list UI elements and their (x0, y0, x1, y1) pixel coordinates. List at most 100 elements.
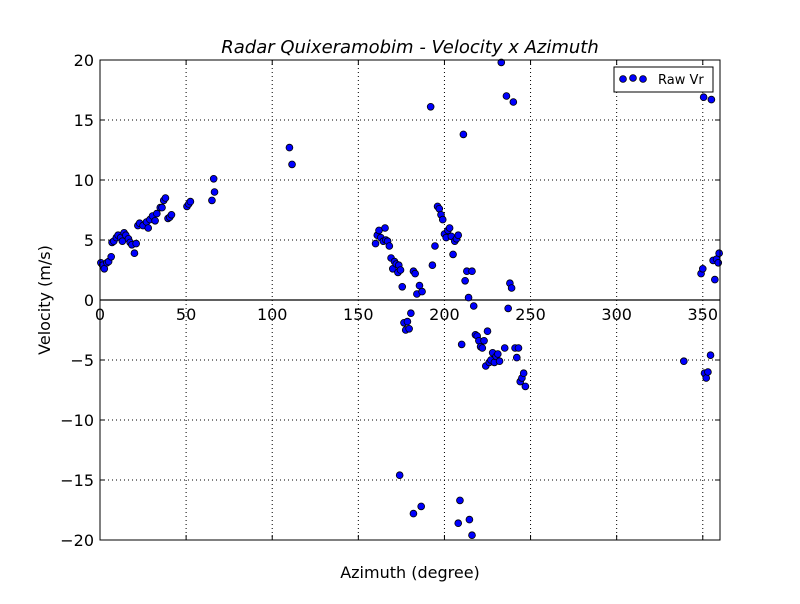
data-point (504, 304, 512, 313)
y-tick-label: 0 (84, 291, 94, 310)
legend-markers (619, 74, 647, 83)
y-tick-label: 5 (84, 231, 94, 250)
data-point (417, 502, 425, 511)
data-point (428, 261, 437, 270)
legend-label: Raw Vr (658, 73, 704, 88)
data-point (480, 336, 488, 345)
data-point (151, 217, 159, 225)
data-point (371, 239, 380, 248)
data-point (715, 249, 723, 258)
x-tick-label: 0 (95, 305, 105, 324)
data-point (500, 344, 509, 352)
x-axis-ticks: 0 50 100 150 200 250 300 350 (95, 60, 718, 540)
x-tick-label: 50 (176, 305, 196, 324)
y-tick-label: 20 (74, 51, 94, 70)
data-point (208, 196, 216, 205)
data-point (385, 242, 394, 250)
data-point (457, 340, 466, 349)
data-point (186, 197, 195, 206)
data-point (454, 231, 463, 240)
data-point (502, 92, 511, 100)
x-tick-label: 250 (515, 305, 546, 324)
data-point (107, 252, 115, 261)
data-point (288, 160, 296, 169)
x-tick-label: 200 (429, 305, 460, 324)
data-points (97, 58, 723, 539)
data-point (411, 269, 419, 278)
data-point (456, 496, 464, 505)
data-point (418, 287, 426, 296)
legend: Raw Vr (613, 66, 714, 93)
data-point (514, 344, 523, 352)
data-point (704, 368, 712, 376)
data-point (409, 509, 418, 518)
data-point (153, 209, 161, 218)
data-point (445, 224, 454, 232)
data-point (396, 266, 405, 274)
data-point (431, 242, 439, 250)
y-tick-label: 10 (74, 171, 94, 190)
data-point (454, 519, 463, 527)
y-tick-label: 15 (74, 111, 94, 130)
data-point (468, 267, 476, 276)
data-point (161, 194, 170, 202)
data-point (519, 369, 528, 378)
data-point (521, 382, 530, 391)
data-point (707, 95, 716, 104)
data-point (381, 224, 389, 232)
data-point (495, 357, 504, 366)
y-axis-label: Velocity (m/s) (35, 245, 54, 355)
data-point (711, 275, 719, 284)
data-point (405, 324, 413, 333)
grid-lines (100, 60, 720, 540)
data-point (468, 531, 476, 539)
data-point (714, 258, 723, 267)
legend-marker (629, 74, 637, 82)
data-point (698, 264, 707, 273)
data-point (699, 93, 708, 101)
y-tick-label: −5 (70, 351, 94, 370)
data-point (403, 317, 412, 326)
data-point (132, 239, 140, 248)
data-point (478, 344, 487, 352)
data-point (285, 143, 294, 152)
data-point (469, 302, 478, 310)
data-point (130, 249, 139, 258)
x-tick-label: 350 (688, 305, 719, 324)
x-tick-label: 150 (343, 305, 374, 324)
x-axis-label: Azimuth (degree) (340, 563, 480, 582)
data-point (438, 215, 447, 224)
data-point (398, 282, 407, 291)
legend-marker (619, 75, 627, 83)
data-point (210, 188, 219, 196)
legend-marker (639, 75, 647, 83)
data-point (497, 58, 506, 67)
data-point (483, 327, 492, 336)
y-axis-ticks: −20 −15 −10 −5 0 5 10 15 20 (60, 51, 720, 550)
data-point (509, 98, 518, 106)
data-point (426, 103, 435, 111)
x-tick-label: 100 (257, 305, 288, 324)
data-point (494, 350, 502, 358)
data-point (395, 471, 404, 480)
data-point (507, 284, 516, 292)
data-point (459, 130, 468, 139)
data-point (464, 293, 473, 302)
data-point (158, 203, 166, 212)
y-tick-label: −10 (60, 411, 94, 430)
chart-title: Radar Quixeramobim - Velocity x Azimuth (221, 37, 599, 58)
data-point (465, 515, 474, 524)
data-point (461, 276, 469, 285)
data-point (209, 175, 218, 183)
y-tick-label: −20 (60, 531, 94, 550)
y-tick-label: −15 (60, 471, 94, 490)
data-point (449, 250, 457, 259)
data-point (706, 351, 715, 360)
data-point (407, 309, 415, 318)
data-point (512, 353, 521, 362)
data-point (167, 211, 176, 219)
data-point (144, 224, 153, 232)
data-point (680, 357, 688, 366)
